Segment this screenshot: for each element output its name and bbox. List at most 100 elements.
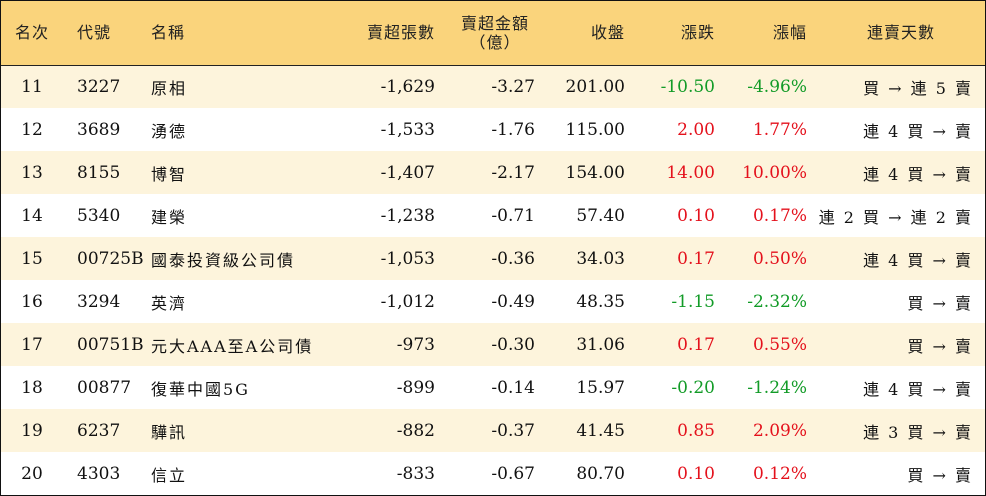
cell-sell-volume: -899 [396,377,435,398]
cell-close: 48.35 [576,291,625,312]
cell-change: 14.00 [666,162,715,183]
table-row: 15 00725B 國泰投資級公司債 -1,053 -0.36 34.03 0.… [1,237,985,280]
cell-rank: 17 [21,334,43,355]
table-row: 20 4303 信立 -833 -0.67 80.70 0.10 0.12% 買… [1,452,985,495]
cell-code: 4303 [77,463,121,484]
cell-streak: 連 4 買 → 賣 [863,164,973,184]
cell-sell-amount: -3.27 [491,76,535,97]
table-row: 18 00877 復華中國5G -899 -0.14 15.97 -0.20 -… [1,366,985,409]
cell-rank: 19 [21,420,43,441]
cell-sell-volume: -833 [396,463,435,484]
cell-streak: 連 2 買 → 連 2 賣 [818,207,973,227]
cell-streak: 連 4 買 → 賣 [863,379,973,399]
cell-pct: 0.50% [752,248,807,269]
cell-rank: 16 [21,291,43,312]
cell-sell-volume: -973 [396,334,435,355]
header-sell-amount-line2: （億） [469,32,521,52]
table-header-row: 名次 代號 名稱 賣超張數 賣超金額 （億） 收盤 漲跌 漲幅 連賣天數 [1,1,985,66]
header-rank: 名次 [1,1,63,66]
cell-pct: -4.96% [747,76,807,97]
cell-close: 201.00 [565,76,625,97]
cell-sell-volume: -1,053 [380,248,435,269]
cell-sell-volume: -1,238 [380,205,435,226]
cell-pct: 0.12% [752,463,807,484]
cell-name: 原相 [151,78,188,98]
cell-change: 0.17 [677,334,715,355]
table-row: 16 3294 英濟 -1,012 -0.49 48.35 -1.15 -2.3… [1,280,985,323]
cell-change: 0.85 [677,420,715,441]
cell-streak: 買 → 賣 [907,465,973,485]
cell-code: 3689 [77,119,121,140]
cell-name: 英濟 [151,293,188,313]
cell-sell-volume: -1,629 [380,76,435,97]
cell-change: -1.15 [671,291,715,312]
cell-pct: 1.77% [752,119,807,140]
cell-name: 信立 [151,465,188,485]
cell-close: 154.00 [565,162,625,183]
cell-close: 80.70 [576,463,625,484]
cell-change: 0.10 [677,463,715,484]
cell-streak: 買 → 賣 [907,336,973,356]
header-pct: 漲幅 [725,1,817,66]
header-code: 代號 [63,1,147,66]
cell-pct: 0.55% [752,334,807,355]
cell-code: 3227 [77,76,121,97]
header-name: 名稱 [147,1,345,66]
cell-name: 國泰投資級公司債 [151,250,296,270]
cell-sell-amount: -0.49 [491,291,535,312]
cell-code: 00751B [77,334,144,355]
cell-pct: 2.09% [752,420,807,441]
cell-close: 41.45 [576,420,625,441]
header-close: 收盤 [545,1,635,66]
cell-pct: -1.24% [747,377,807,398]
cell-name: 驊訊 [151,422,188,442]
cell-change: 0.17 [677,248,715,269]
cell-sell-amount: -0.36 [491,248,535,269]
cell-sell-amount: -0.30 [491,334,535,355]
cell-streak: 買 → 連 5 賣 [863,78,973,98]
header-change: 漲跌 [635,1,725,66]
cell-streak: 連 4 買 → 賣 [863,121,973,141]
cell-code: 00725B [77,248,144,269]
cell-close: 31.06 [576,334,625,355]
cell-sell-amount: -2.17 [491,162,535,183]
cell-name: 建榮 [151,207,188,227]
table-row: 19 6237 驊訊 -882 -0.37 41.45 0.85 2.09% 連… [1,409,985,452]
cell-code: 00877 [77,377,132,398]
cell-rank: 12 [21,119,43,140]
cell-rank: 13 [21,162,43,183]
cell-close: 115.00 [565,119,625,140]
cell-rank: 15 [21,248,43,269]
cell-sell-volume: -1,407 [380,162,435,183]
cell-sell-amount: -0.14 [491,377,535,398]
header-streak: 連賣天數 [817,1,985,66]
cell-rank: 14 [21,205,43,226]
cell-streak: 連 4 買 → 賣 [863,250,973,270]
cell-sell-volume: -1,012 [380,291,435,312]
cell-name: 湧德 [151,121,188,141]
table-row: 17 00751B 元大AAA至A公司債 -973 -0.30 31.06 0.… [1,323,985,366]
cell-name: 博智 [151,164,188,184]
cell-pct: 10.00% [742,162,807,183]
cell-change: -10.50 [660,76,715,97]
header-sell-volume: 賣超張數 [345,1,445,66]
table-row: 12 3689 湧德 -1,533 -1.76 115.00 2.00 1.77… [1,108,985,151]
cell-code: 8155 [77,162,121,183]
cell-code: 5340 [77,205,121,226]
cell-sell-volume: -882 [396,420,435,441]
cell-close: 34.03 [576,248,625,269]
cell-sell-amount: -0.67 [491,463,535,484]
cell-pct: -2.32% [747,291,807,312]
cell-sell-amount: -1.76 [491,119,535,140]
cell-sell-amount: -0.37 [491,420,535,441]
cell-code: 3294 [77,291,121,312]
cell-change: 2.00 [677,119,715,140]
cell-rank: 18 [21,377,43,398]
cell-sell-volume: -1,533 [380,119,435,140]
cell-change: -0.20 [671,377,715,398]
table-row: 11 3227 原相 -1,629 -3.27 201.00 -10.50 -4… [1,65,985,108]
cell-rank: 20 [21,463,43,484]
table-row: 14 5340 建榮 -1,238 -0.71 57.40 0.10 0.17%… [1,194,985,237]
